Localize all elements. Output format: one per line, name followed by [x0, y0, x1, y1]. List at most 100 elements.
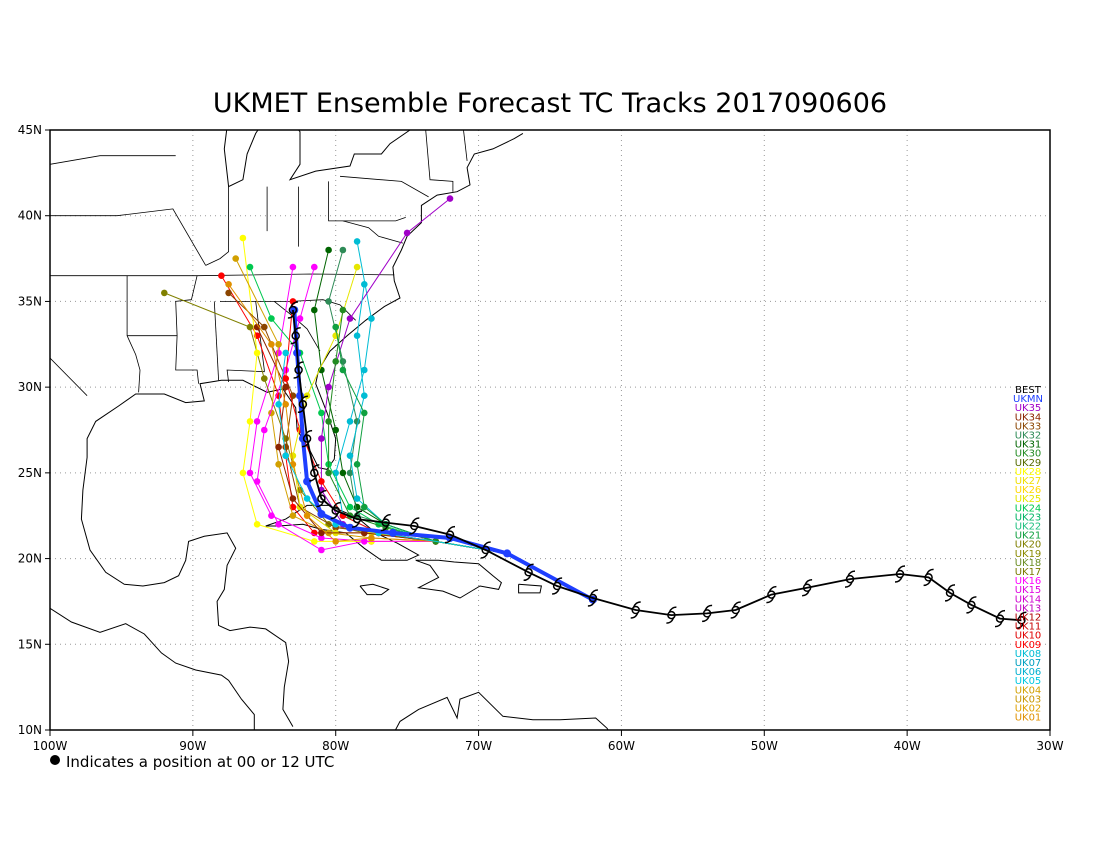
track-position-marker — [353, 495, 361, 502]
coastline — [223, 130, 411, 188]
track-position-marker — [225, 281, 232, 288]
legend-entry: UK25 — [1015, 494, 1042, 505]
track-position-marker — [325, 383, 332, 391]
track-position-marker — [318, 478, 325, 485]
track-position-marker — [446, 195, 454, 202]
track-position-marker — [325, 418, 332, 425]
hurricane-symbol-icon — [630, 601, 641, 619]
hurricane-symbol-icon — [844, 570, 856, 588]
track-position-marker — [239, 469, 247, 477]
track-position-marker — [346, 315, 354, 322]
track-position-marker — [261, 323, 268, 331]
track-position-marker — [253, 478, 261, 485]
track-position-marker — [275, 443, 282, 451]
track-position-marker — [275, 401, 282, 408]
legend-entry: UK19 — [1015, 549, 1042, 560]
legend-entry: UK15 — [1015, 585, 1042, 596]
track-position-marker — [339, 306, 347, 314]
hurricane-symbol-icon — [444, 525, 456, 544]
lat-tick-label: 45N — [18, 123, 42, 137]
track-position-marker — [225, 289, 232, 297]
legend-entry: UK14 — [1015, 594, 1042, 605]
legend-entry: UK04 — [1015, 685, 1042, 696]
legend-entry: UK33 — [1015, 421, 1042, 432]
lon-tick-label: 50W — [751, 739, 778, 753]
track-position-marker — [339, 469, 347, 477]
coastline — [50, 607, 257, 730]
state-border — [425, 130, 454, 192]
track-position-marker — [246, 469, 254, 477]
track-position-marker — [239, 234, 247, 242]
legend-entry: UK29 — [1015, 458, 1042, 469]
lon-tick-label: 70W — [465, 739, 492, 753]
track-position-marker — [353, 263, 361, 271]
track-position-marker — [161, 289, 168, 297]
track-position-marker — [275, 521, 282, 528]
legend-entry: UK28 — [1015, 467, 1042, 478]
legend-entry: UK35 — [1015, 403, 1042, 414]
track-position-marker — [332, 426, 340, 434]
coastline — [394, 691, 609, 730]
track-position-marker — [289, 263, 297, 271]
lon-tick-label: 40W — [894, 739, 921, 753]
state-border — [213, 301, 219, 381]
track-position-marker — [275, 349, 282, 357]
track-position-marker — [318, 529, 325, 537]
chart-title: UKMET Ensemble Forecast TC Tracks 201709… — [213, 88, 887, 119]
track-position-marker — [361, 503, 368, 511]
track-position-marker — [332, 323, 340, 331]
track-position-marker — [275, 341, 282, 348]
state-border — [205, 186, 229, 266]
state-border — [50, 357, 88, 396]
hurricane-symbol-icon — [966, 596, 977, 614]
latitude-axis: 10N 15N 20N 25N 30N 35N 40N 45N — [18, 123, 50, 737]
state-border — [328, 181, 406, 222]
hurricane-symbol-icon — [316, 489, 327, 508]
track-position-marker — [353, 332, 361, 340]
hurricane-symbol-icon — [409, 517, 420, 535]
track-position-marker — [303, 495, 311, 502]
hurricane-symbol-icon — [330, 501, 341, 520]
hurricane-symbol-icon — [994, 609, 1006, 628]
position-marker-icon — [50, 755, 60, 765]
track-position-marker — [253, 349, 261, 357]
legend-entry: UK10 — [1015, 631, 1042, 642]
lat-tick-label: 15N — [18, 637, 42, 651]
lon-tick-label: 100W — [33, 739, 68, 753]
legend: BESTUKMNUK35UK34UK33UK32UK31UK30UK29UK28… — [1013, 385, 1043, 724]
hurricane-symbol-icon — [380, 513, 391, 532]
track-position-marker — [318, 435, 325, 442]
legend-entry: UK01 — [1015, 713, 1042, 724]
plot-area — [50, 130, 1050, 730]
track-position-marker — [218, 272, 225, 280]
track-position-marker — [289, 512, 297, 519]
legend-entry: UK34 — [1015, 412, 1042, 423]
legend-entry: UK02 — [1015, 704, 1042, 715]
hurricane-symbol-icon — [587, 589, 598, 607]
hurricane-symbol-icon — [523, 563, 534, 582]
legend-entry: UK32 — [1015, 431, 1042, 442]
legend-entry: UK17 — [1015, 567, 1042, 578]
lat-tick-label: 10N — [18, 723, 42, 737]
track-position-marker — [346, 469, 354, 477]
lat-tick-label: 30N — [18, 380, 42, 394]
legend-entry: UK11 — [1015, 622, 1042, 633]
track-position-marker — [325, 246, 332, 254]
hurricane-symbol-icon — [552, 577, 563, 595]
coastline — [415, 559, 503, 599]
track-position-marker — [303, 512, 311, 519]
hurricane-symbol-icon — [352, 510, 363, 528]
track-position-marker — [282, 452, 290, 460]
legend-entry: UK22 — [1015, 522, 1042, 533]
legend-entry: UK26 — [1015, 485, 1042, 496]
mean-track-marker — [388, 528, 397, 537]
legend-entry: BEST — [1015, 385, 1042, 396]
track-position-marker — [332, 358, 340, 365]
track-position-marker — [361, 409, 368, 417]
track-position-marker — [289, 452, 297, 460]
legend-entry: UK31 — [1015, 440, 1042, 451]
lat-tick-label: 35N — [18, 294, 42, 308]
lat-tick-label: 20N — [18, 552, 42, 566]
